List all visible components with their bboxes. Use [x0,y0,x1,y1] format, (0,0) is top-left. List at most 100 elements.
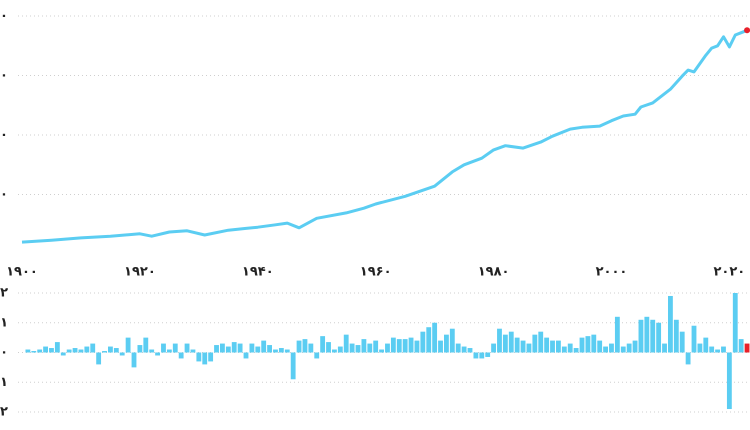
bar [361,339,367,353]
y-tick-label: ۱۰ [0,187,8,202]
bar [108,346,113,353]
bar [373,340,379,353]
bar [408,337,414,353]
bar [161,343,166,353]
bar [54,342,60,353]
bar [650,319,656,353]
y-tick-label: -۲ [0,405,8,420]
bar [131,352,137,368]
bar [709,346,715,353]
bar [155,352,160,356]
bar [125,337,131,353]
bar [214,345,219,353]
bar [414,340,420,353]
bar [620,346,626,353]
bar [278,348,284,353]
bar [632,340,638,353]
bar [178,352,184,359]
bar [320,336,326,353]
bar [420,331,426,353]
bar [308,343,314,353]
bar [685,352,691,365]
bar [302,339,308,353]
bar [585,336,591,353]
bar [656,322,662,353]
bar [267,345,272,353]
bar [255,346,261,353]
bar [726,352,732,410]
bar [732,293,738,353]
bar [697,343,703,353]
bar [66,349,72,353]
bar [579,337,585,353]
bar [491,343,496,353]
bar [473,352,479,359]
bar [237,343,243,353]
bar [561,346,567,353]
bar [396,339,402,353]
bar [225,346,231,353]
bar [273,349,278,353]
bar [461,346,467,353]
bar [284,349,290,353]
bar [231,342,237,353]
bar [467,348,473,353]
line [21,28,748,244]
bar [290,352,296,380]
bar [119,352,125,356]
y-tick-label: ۴۰ [0,9,8,24]
bar [603,346,608,353]
bar [355,345,361,353]
bar [626,343,632,353]
bar [662,343,667,353]
bar [609,343,614,353]
bar [532,334,538,353]
bar [538,331,544,353]
bar [644,316,650,353]
bar [526,343,532,353]
bar [567,343,573,353]
x-tick-label: ۱۹۲۰ [124,265,156,280]
bar [614,316,620,353]
x-tick-label: ۱۹۴۰ [242,265,274,280]
bar [520,340,526,353]
bar [438,340,443,353]
bar [738,339,744,353]
bar [332,349,337,353]
bar [402,339,408,353]
bar [703,337,709,353]
bar [31,351,37,353]
bar [426,327,432,353]
x-tick-label: ۲۰۰۰ [596,265,628,280]
bar [479,352,485,359]
y-tick-label: ۳۰ [0,68,8,83]
bar [721,346,726,353]
bar [60,352,66,356]
bar [326,342,331,353]
bar [573,348,579,353]
bar [243,352,249,359]
bar [37,349,43,353]
bar [102,351,107,353]
bar [455,343,461,353]
bar [744,343,750,353]
bar [485,352,491,357]
bar [444,334,449,353]
bar [514,337,520,353]
end-point [744,27,750,34]
bar [296,340,302,353]
bar [249,343,255,353]
bar [196,352,202,362]
y-tick-label: ۲ [0,286,8,301]
bar [184,343,190,353]
bar [72,348,78,353]
bar [349,343,355,353]
bar [385,343,390,353]
bar [508,331,514,353]
bar [84,346,90,353]
bar [190,349,196,353]
bar [149,349,155,353]
bar [390,337,396,353]
